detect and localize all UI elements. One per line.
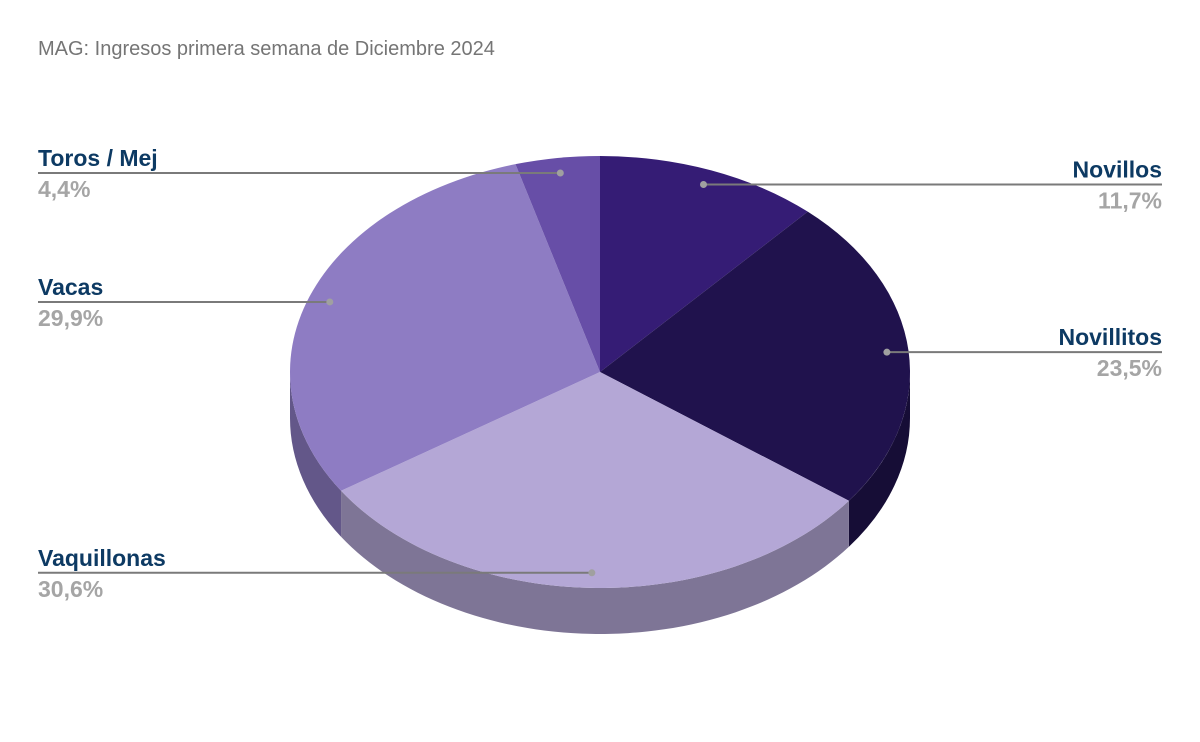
slice-side <box>848 372 910 547</box>
slice <box>515 156 600 372</box>
leader-dot <box>556 169 564 177</box>
leader-dot <box>588 569 596 577</box>
leader-dot <box>700 181 708 189</box>
slice-name: Novillitos <box>1058 324 1162 350</box>
slice-name: Novillos <box>1073 157 1162 183</box>
slice <box>600 211 910 501</box>
slice-side <box>341 490 849 634</box>
slice <box>600 156 808 372</box>
chart-title: MAG: Ingresos primera semana de Diciembr… <box>38 38 495 60</box>
leader-dot <box>326 298 334 306</box>
slice-name: Toros / Mej <box>38 145 158 171</box>
slice-side <box>290 372 342 537</box>
slice-value: 23,5% <box>1097 355 1162 381</box>
leader-dot <box>883 348 891 356</box>
slice <box>289 164 600 491</box>
slice <box>341 372 849 589</box>
slice-value: 4,4% <box>38 176 90 202</box>
slice-name: Vaquillonas <box>38 545 166 571</box>
slice-value: 30,6% <box>38 576 103 602</box>
slice-name: Vacas <box>38 274 103 300</box>
slice-value: 11,7% <box>1098 188 1162 214</box>
slice-value: 29,9% <box>38 305 103 331</box>
